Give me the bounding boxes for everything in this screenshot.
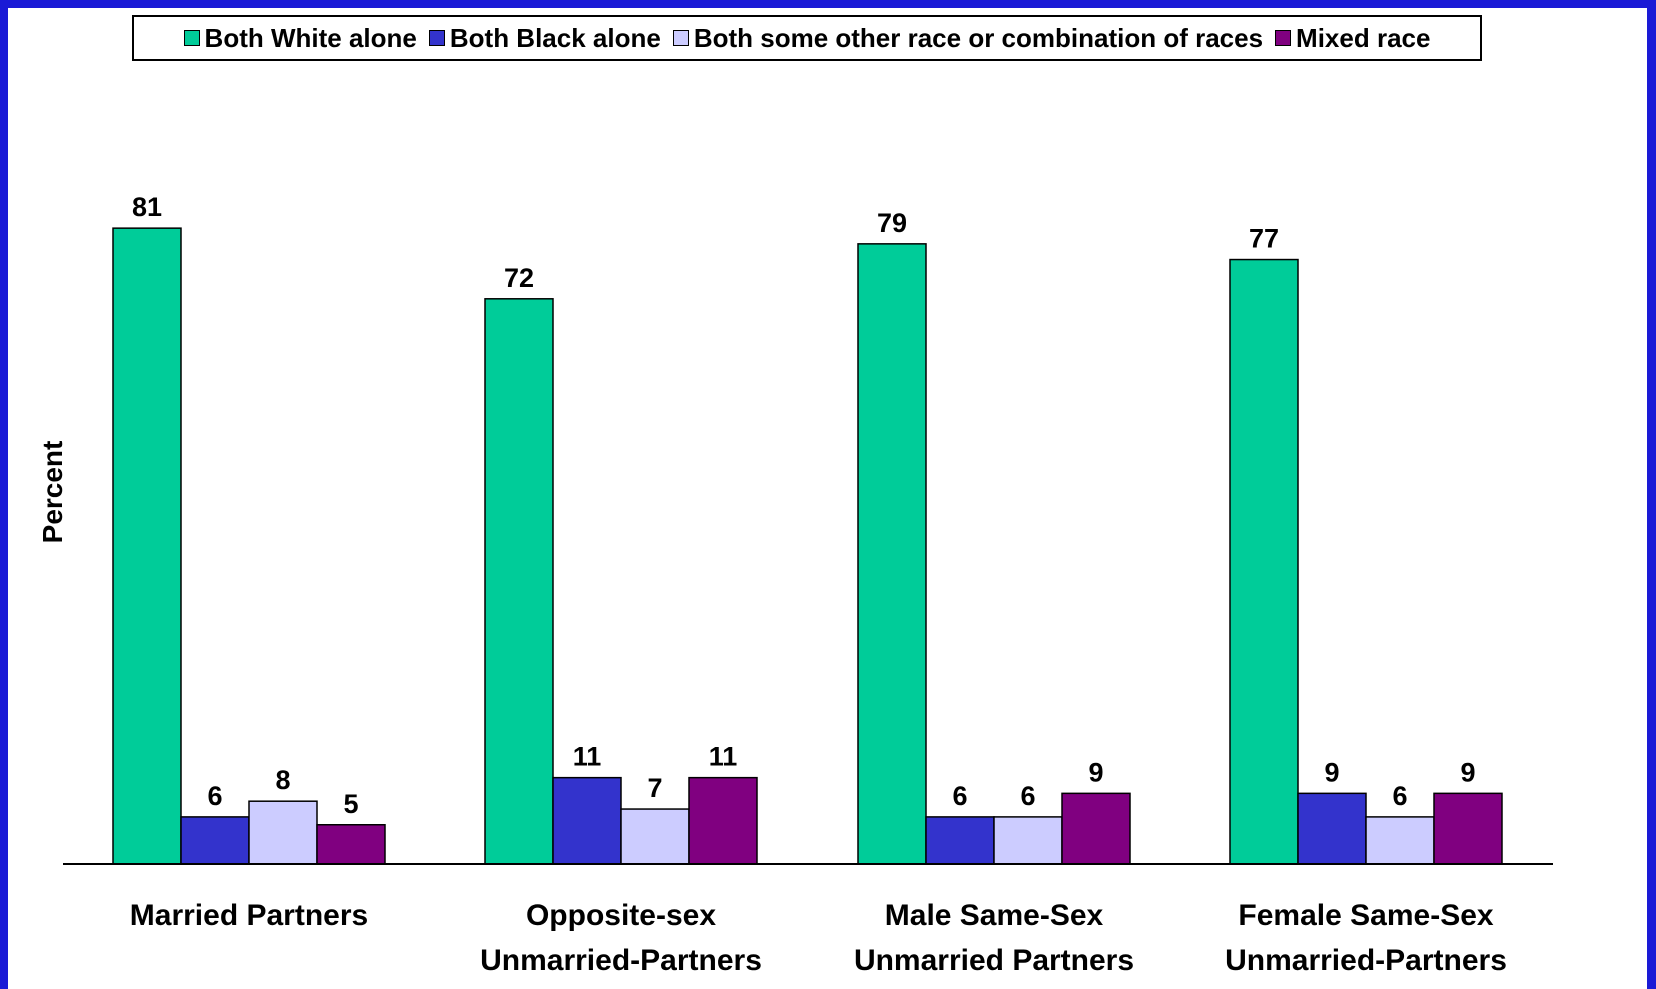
value-label-other-2: 7	[647, 773, 662, 803]
legend-label-white: Both White alone	[204, 22, 417, 53]
value-label-other-4: 6	[1392, 781, 1407, 811]
bar-other-4	[1365, 816, 1435, 865]
bar-other-3	[993, 816, 1063, 865]
value-label-black-1: 6	[207, 781, 222, 811]
category-label-2-line-2: Unmarried-Partners	[480, 944, 762, 977]
category-label-3-line-2: Unmarried Partners	[854, 944, 1134, 977]
chart-legend: Both White alone Both Black alone Both s…	[132, 15, 1482, 61]
legend-swatch-black	[428, 30, 445, 46]
bar-black-1	[180, 816, 250, 865]
bar-mixed-3	[1061, 792, 1131, 865]
bar-black-3	[925, 816, 995, 865]
category-label-2-line-1: Opposite-sex	[526, 899, 716, 932]
value-label-black-4: 9	[1324, 757, 1339, 787]
category-labels-group: Married Partners Opposite-sex Unmarried-Pa…	[130, 899, 1507, 977]
legend-swatch-white	[183, 30, 200, 46]
value-label-white-1: 81	[132, 192, 162, 222]
value-label-black-2: 11	[573, 742, 602, 772]
bar-other-2	[620, 808, 690, 865]
value-label-mixed-4: 9	[1460, 757, 1475, 787]
value-label-black-3: 6	[952, 781, 967, 811]
value-label-mixed-2: 11	[709, 742, 738, 772]
bar-white-3	[857, 243, 927, 865]
legend-label-mixed: Mixed race	[1296, 22, 1431, 53]
value-label-white-2: 72	[504, 263, 534, 293]
category-label-3-line-1: Male Same-Sex	[885, 899, 1104, 932]
category-label-1-line-1: Married Partners	[130, 899, 368, 932]
value-label-other-1: 8	[275, 765, 290, 795]
bar-white-4	[1229, 258, 1299, 865]
legend-item-white: Both White alone	[183, 22, 417, 54]
y-axis-label: Percent	[37, 441, 68, 544]
legend-item-black: Both Black alone	[428, 22, 661, 54]
legend-item-other: Both some other race or combination of r…	[672, 22, 1264, 54]
bar-black-2	[552, 776, 622, 865]
bar-other-1	[248, 800, 318, 865]
value-labels-group: 81 6 8 5 72 11 7 11 79 6 6 9 77 9 6 9	[132, 192, 1476, 819]
value-label-white-4: 77	[1249, 224, 1279, 254]
legend-label-black: Both Black alone	[449, 22, 661, 53]
bar-white-2	[484, 298, 554, 865]
value-label-mixed-1: 5	[343, 789, 358, 819]
value-label-mixed-3: 9	[1088, 757, 1103, 787]
bar-mixed-1	[316, 824, 386, 865]
legend-swatch-other	[672, 30, 689, 46]
value-label-white-3: 79	[877, 208, 907, 238]
legend-label-other: Both some other race or combination of r…	[693, 22, 1264, 53]
bar-black-4	[1297, 792, 1367, 865]
bar-mixed-4	[1433, 792, 1503, 865]
category-label-4-line-2: Unmarried-Partners	[1225, 944, 1507, 977]
bars-group	[112, 227, 1503, 865]
bar-mixed-2	[688, 776, 758, 865]
value-label-other-3: 6	[1020, 781, 1035, 811]
category-label-4-line-1: Female Same-Sex	[1238, 899, 1493, 932]
legend-item-mixed: Mixed race	[1275, 23, 1430, 54]
legend-swatch-mixed	[1275, 30, 1292, 46]
bar-white-1	[112, 227, 182, 865]
